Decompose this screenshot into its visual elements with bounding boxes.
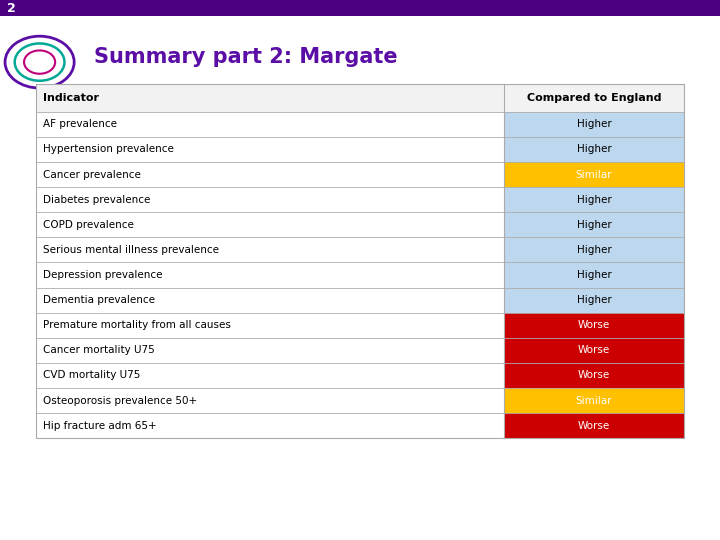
Bar bbox=[36, 112, 504, 137]
Text: AF prevalence: AF prevalence bbox=[43, 119, 117, 130]
Bar bbox=[36, 84, 684, 438]
Bar bbox=[504, 187, 684, 212]
Text: Osteoporosis prevalence 50+: Osteoporosis prevalence 50+ bbox=[43, 395, 197, 406]
Text: Worse: Worse bbox=[578, 370, 610, 381]
Bar bbox=[36, 413, 504, 438]
Bar bbox=[504, 313, 684, 338]
Text: Dementia prevalence: Dementia prevalence bbox=[43, 295, 156, 305]
Text: Depression prevalence: Depression prevalence bbox=[43, 270, 163, 280]
Bar bbox=[36, 338, 504, 363]
Bar bbox=[504, 238, 684, 262]
Text: Higher: Higher bbox=[577, 220, 611, 230]
Text: Cancer mortality U75: Cancer mortality U75 bbox=[43, 345, 155, 355]
Bar bbox=[36, 363, 504, 388]
Text: Similar: Similar bbox=[576, 170, 612, 180]
Bar bbox=[504, 413, 684, 438]
Bar bbox=[36, 84, 684, 112]
Text: Worse: Worse bbox=[578, 421, 610, 431]
Text: Hip fracture adm 65+: Hip fracture adm 65+ bbox=[43, 421, 157, 431]
Bar bbox=[504, 363, 684, 388]
Text: COPD prevalence: COPD prevalence bbox=[43, 220, 134, 230]
Bar bbox=[504, 262, 684, 287]
Text: CVD mortality U75: CVD mortality U75 bbox=[43, 370, 140, 381]
Text: Diabetes prevalence: Diabetes prevalence bbox=[43, 194, 150, 205]
Text: Higher: Higher bbox=[577, 245, 611, 255]
Bar bbox=[36, 388, 504, 413]
Text: Worse: Worse bbox=[578, 345, 610, 355]
Bar bbox=[504, 338, 684, 363]
Text: Higher: Higher bbox=[577, 119, 611, 130]
Bar bbox=[504, 287, 684, 313]
Text: Premature mortality from all causes: Premature mortality from all causes bbox=[43, 320, 231, 330]
Bar bbox=[0, 0, 720, 16]
Bar bbox=[36, 212, 504, 238]
Bar bbox=[504, 162, 684, 187]
Bar bbox=[36, 137, 504, 162]
Text: Cancer prevalence: Cancer prevalence bbox=[43, 170, 141, 180]
Text: Higher: Higher bbox=[577, 144, 611, 154]
Bar bbox=[36, 287, 504, 313]
Bar bbox=[36, 187, 504, 212]
Bar bbox=[504, 137, 684, 162]
Bar bbox=[504, 112, 684, 137]
Text: Summary part 2: Margate: Summary part 2: Margate bbox=[94, 46, 397, 67]
Text: Compared to England: Compared to England bbox=[527, 93, 661, 103]
Text: 2: 2 bbox=[7, 2, 16, 15]
Text: Worse: Worse bbox=[578, 320, 610, 330]
Text: Similar: Similar bbox=[576, 395, 612, 406]
Bar bbox=[36, 262, 504, 287]
Bar bbox=[36, 162, 504, 187]
Text: Higher: Higher bbox=[577, 295, 611, 305]
Bar bbox=[504, 388, 684, 413]
Text: Indicator: Indicator bbox=[43, 93, 99, 103]
Text: Hypertension prevalence: Hypertension prevalence bbox=[43, 144, 174, 154]
Text: Higher: Higher bbox=[577, 270, 611, 280]
Text: Higher: Higher bbox=[577, 194, 611, 205]
Bar bbox=[504, 212, 684, 238]
Bar bbox=[36, 238, 504, 262]
Bar bbox=[36, 313, 504, 338]
Text: Serious mental illness prevalence: Serious mental illness prevalence bbox=[43, 245, 219, 255]
